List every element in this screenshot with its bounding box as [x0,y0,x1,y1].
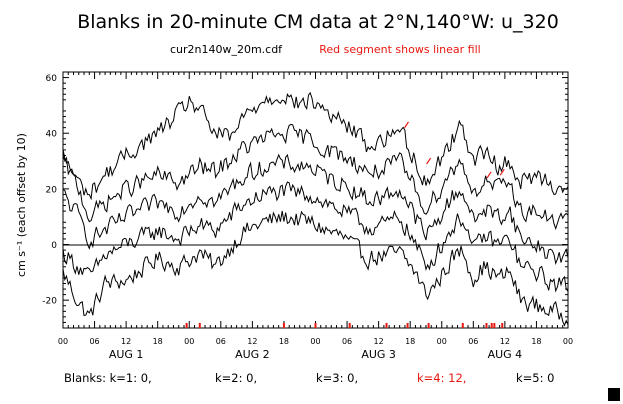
y-axis-label: cm s⁻¹ (each offset by 10) [15,133,28,277]
day-label: AUG 3 [361,348,396,361]
day-label: AUG 2 [235,348,270,361]
series-line [62,123,569,231]
file-subtitle: cur2n140w_20m.cdf [170,43,283,56]
series-line [62,210,569,327]
x-tick-label: 00 [563,337,573,346]
blanks-summary-item: k=4: 12, [417,371,466,385]
y-tick-label: 60 [46,74,58,84]
blanks-summary-item: k=5: 0 [516,371,554,385]
x-tick-label: 00 [58,337,68,346]
x-tick-label: 06 [89,337,99,346]
x-tick-label: 00 [437,337,447,346]
blanks-summary-item: Blanks: k=1: 0, [64,371,152,385]
y-tick-label: 40 [46,130,58,140]
x-tick-label: 06 [468,337,478,346]
fill-segment [426,157,432,165]
x-tick-label: 06 [216,337,226,346]
series-line [62,91,569,201]
corner-square [608,388,620,401]
fill-segment [486,171,492,179]
plot-frame [62,71,569,329]
x-tick-label: 00 [310,337,320,346]
x-tick-label: 12 [374,337,384,346]
day-label: AUG 1 [109,348,144,361]
x-tick-label: 06 [342,337,352,346]
blanks-summary-item: k=3: 0, [316,371,358,385]
x-tick-label: 18 [279,337,289,346]
fill-note: Red segment shows linear fill [319,43,480,56]
x-tick-label: 18 [531,337,541,346]
y-tick-label: 20 [46,185,58,195]
chart-title: Blanks in 20-minute CM data at 2°N,140°W… [77,11,559,33]
day-label: AUG 4 [488,348,523,361]
x-tick-label: 12 [247,337,257,346]
series-line [62,181,569,293]
x-tick-label: 18 [153,337,163,346]
y-tick-label: -20 [42,297,57,307]
x-tick-label: 12 [121,337,131,346]
fill-segment [404,121,410,129]
series-line [62,153,569,266]
fill-segment [499,168,505,176]
y-tick-label: 0 [51,241,57,251]
x-tick-label: 00 [184,337,194,346]
blanks-summary-item: k=2: 0, [215,371,257,385]
x-tick-label: 18 [405,337,415,346]
x-tick-label: 12 [500,337,510,346]
